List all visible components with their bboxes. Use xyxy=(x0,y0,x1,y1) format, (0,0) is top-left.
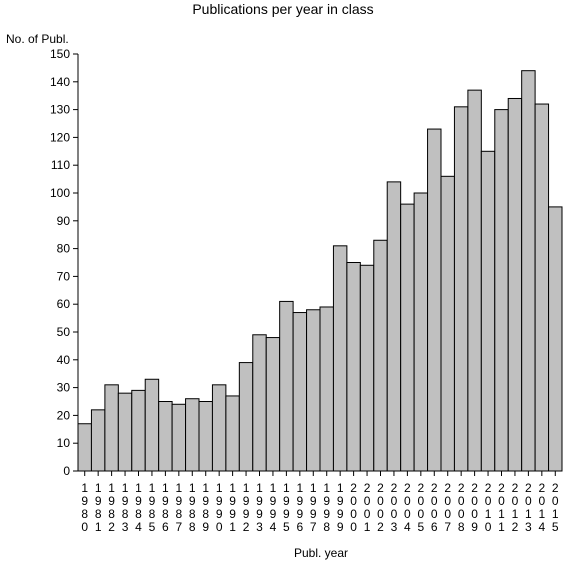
bar-2014 xyxy=(534,103,550,472)
y-tick-label: 80 xyxy=(57,242,71,256)
bar-1992 xyxy=(238,362,254,472)
y-tick-label: 150 xyxy=(50,47,70,61)
y-tick-label: 130 xyxy=(50,103,70,117)
bars-group xyxy=(77,70,563,472)
bar-1987 xyxy=(171,403,187,472)
y-tick-label: 60 xyxy=(57,297,71,311)
bar-2013 xyxy=(521,70,536,472)
x-ticks-group: 1 9 8 0 1 9 8 1 1 9 8 2 1 9 8 3 1 9 8 4 1 9 8 5 1 9 8 6 1 9 8 7 1 9 8 8 1 9 8 9… xyxy=(81,471,559,534)
x-axis-label: Publ. year xyxy=(294,546,348,560)
bar-1993 xyxy=(252,334,267,472)
bar-2010 xyxy=(480,150,496,472)
bar-2002 xyxy=(373,239,388,472)
y-tick-label: 70 xyxy=(57,269,71,283)
y-tick-label: 100 xyxy=(50,186,70,200)
bar-2004 xyxy=(400,203,415,472)
bar-2001 xyxy=(359,264,375,472)
bar-1983 xyxy=(117,392,133,472)
bar-2000 xyxy=(346,262,361,472)
bar-1985 xyxy=(144,378,160,472)
bar-1998 xyxy=(319,306,334,472)
bar-1984 xyxy=(131,389,146,472)
bar-1995 xyxy=(279,300,294,472)
axes-group xyxy=(77,54,562,472)
y-tick-label: 140 xyxy=(50,75,70,89)
y-tick-label: 30 xyxy=(57,381,71,395)
bar-2009 xyxy=(467,89,482,472)
bar-2012 xyxy=(507,97,523,472)
bar-1990 xyxy=(211,384,227,472)
bar-1991 xyxy=(225,395,240,472)
bar-2011 xyxy=(494,109,509,472)
chart-title: Publications per year in class xyxy=(192,1,373,17)
bar-2007 xyxy=(440,175,455,472)
y-tick-label: 110 xyxy=(51,158,70,172)
y-axis-label: No. of Publ. xyxy=(6,32,69,46)
bar-1986 xyxy=(158,401,173,472)
bar-2008 xyxy=(453,106,469,472)
bar-2005 xyxy=(413,192,429,472)
bar-1997 xyxy=(306,309,321,472)
bar-1981 xyxy=(90,409,106,472)
bar-2003 xyxy=(386,181,402,472)
y-tick-label: 120 xyxy=(50,130,70,144)
y-tick-label: 10 xyxy=(57,436,71,450)
bar-1982 xyxy=(104,384,119,472)
y-tick-label: 90 xyxy=(57,214,71,228)
y-tick-label: 20 xyxy=(57,408,71,422)
y-tick-label: 50 xyxy=(57,325,71,339)
bar-1988 xyxy=(185,398,200,472)
y-tick-label: 40 xyxy=(57,353,71,367)
bar-1980 xyxy=(77,423,92,472)
y-tick-label: 0 xyxy=(63,464,70,478)
bar-1996 xyxy=(292,312,308,472)
bar-1999 xyxy=(332,245,348,472)
bar-1994 xyxy=(265,337,281,472)
y-ticks-group: 0 10 20 30 40 50 60 70 80 90 100 110 120 130 140 150 xyxy=(50,47,78,478)
bar-2006 xyxy=(427,128,442,472)
bar-2015 xyxy=(548,206,563,472)
bar-1989 xyxy=(198,401,213,472)
